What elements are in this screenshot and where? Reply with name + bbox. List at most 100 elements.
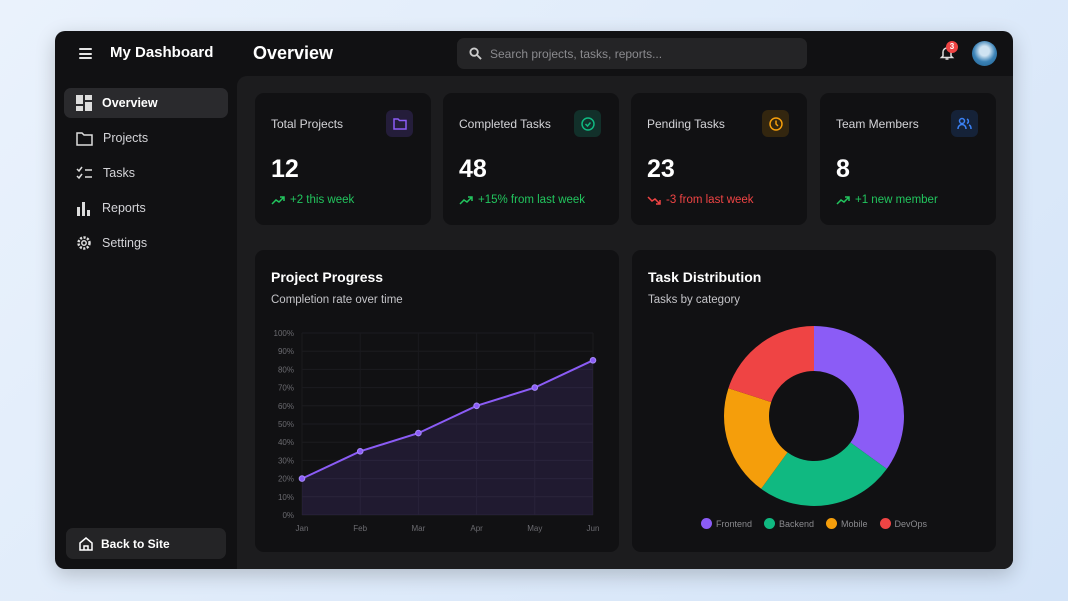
x-tick-label: Jan (296, 524, 309, 533)
stat-value: 8 (836, 155, 850, 183)
y-tick-label: 40% (278, 438, 294, 447)
task-distribution-card: Task Distribution Tasks by category Fron… (632, 250, 996, 552)
search-icon (469, 47, 482, 60)
bar-chart-icon (77, 201, 90, 216)
back-to-site-button[interactable]: Back to Site (66, 528, 226, 559)
x-tick-label: May (527, 524, 542, 533)
chart-title: Project Progress (271, 269, 384, 285)
x-tick-label: Feb (353, 524, 367, 533)
data-point (415, 429, 422, 437)
avatar[interactable] (972, 41, 997, 66)
trend-down-icon (647, 195, 661, 205)
legend-swatch (763, 518, 775, 529)
folder-icon (386, 110, 413, 137)
y-tick-label: 0% (282, 511, 294, 520)
main-content: Total Projects 12 +2 this week Completed… (237, 76, 1013, 569)
x-tick-label: Jun (587, 524, 600, 533)
brand-title: My Dashboard (110, 44, 214, 61)
sidebar-item-settings[interactable]: Settings (64, 228, 228, 258)
stat-change: +15% from last week (459, 194, 585, 206)
data-point (356, 448, 364, 455)
y-tick-label: 10% (278, 493, 294, 502)
sidebar-item-reports[interactable]: Reports (64, 193, 228, 223)
stat-card-team-members: Team Members 8 +1 new member (820, 93, 996, 225)
stat-change: +1 new member (836, 194, 938, 206)
y-tick-label: 50% (278, 420, 294, 429)
sidebar-item-tasks[interactable]: Tasks (64, 158, 228, 188)
y-tick-label: 70% (278, 384, 294, 393)
line-chart: 0% 10% 20% 30% 40% 50% 60% 70% 80% 90% 100% Jan Feb M… (274, 329, 600, 533)
donut-slice-frontend (814, 326, 904, 469)
search-input[interactable] (490, 46, 790, 61)
legend-item[interactable]: Frontend (700, 518, 752, 529)
legend-swatch (826, 518, 838, 529)
back-label: Back to Site (101, 536, 170, 551)
sidebar-item-projects[interactable]: Projects (64, 123, 228, 153)
stat-label: Total Projects (271, 117, 344, 131)
page-title: Overview (253, 43, 334, 63)
sidebar-item-label: Reports (102, 201, 146, 215)
sidebar-item-overview[interactable]: Overview (64, 88, 228, 118)
area-fill (302, 360, 593, 515)
y-tick-label: 100% (274, 329, 294, 338)
stat-label: Pending Tasks (647, 117, 725, 131)
folder-icon (76, 131, 93, 146)
y-tick-label: 60% (278, 402, 294, 411)
data-point (589, 357, 597, 364)
stat-card-total-projects: Total Projects 12 +2 this week (255, 93, 431, 225)
stat-change-text: +1 new member (855, 194, 938, 206)
y-tick-label: 20% (278, 475, 294, 484)
chart-legend: Frontend Backend Mobile DevOps (632, 518, 996, 529)
sidebar-item-label: Tasks (103, 166, 135, 180)
legend-swatch (700, 518, 712, 529)
donut-slice-devops (728, 326, 814, 403)
legend-item[interactable]: Mobile (826, 518, 868, 529)
hamburger-menu-icon[interactable] (79, 48, 92, 59)
series-line (301, 359, 594, 480)
y-tick-label: 80% (278, 365, 294, 374)
stat-change-text: -3 from last week (666, 194, 754, 206)
donut-chart (724, 326, 904, 506)
data-point (531, 384, 539, 391)
legend-item[interactable]: DevOps (879, 518, 928, 529)
stat-change: +2 this week (271, 194, 354, 206)
y-tick-label: 90% (278, 347, 294, 356)
trend-up-icon (271, 195, 285, 205)
stat-change-text: +15% from last week (478, 194, 586, 206)
sidebar-item-label: Projects (103, 131, 149, 145)
dashboard-icon (76, 95, 92, 111)
y-tick-label: 30% (278, 456, 294, 465)
users-icon (951, 110, 978, 137)
legend-label: Frontend (715, 518, 752, 529)
stat-change: -3 from last week (647, 194, 754, 206)
donut-slice-mobile (724, 388, 788, 489)
stat-label: Team Members (836, 117, 919, 131)
chart-title: Task Distribution (648, 269, 762, 285)
stat-label: Completed Tasks (459, 117, 551, 131)
checklist-icon (76, 166, 92, 180)
stat-change-text: +2 this week (290, 194, 355, 206)
donut-slice-backend (761, 442, 887, 506)
legend-label: Backend (778, 518, 815, 529)
sidebar-item-label: Settings (102, 236, 148, 250)
legend-swatch (879, 518, 891, 529)
chart-subtitle: Tasks by category (648, 294, 741, 306)
x-tick-label: Mar (412, 524, 426, 533)
search-bar[interactable] (457, 38, 807, 69)
legend-item[interactable]: Backend (763, 518, 815, 529)
stat-value: 23 (647, 155, 675, 183)
stat-card-completed-tasks: Completed Tasks 48 +15% from last week (443, 93, 619, 225)
data-point (473, 402, 480, 410)
gear-icon (77, 236, 91, 250)
clock-icon (762, 110, 789, 137)
dashboard-window: My Dashboard Overview 3 Overview Project… (55, 31, 1013, 569)
trend-up-icon (836, 195, 850, 205)
chart-subtitle: Completion rate over time (271, 294, 403, 306)
trend-up-icon (459, 195, 473, 205)
project-progress-card: Project Progress Completion rate over ti… (255, 250, 619, 552)
legend-label: Mobile (841, 518, 868, 529)
notification-badge: 3 (946, 41, 958, 53)
stat-value: 12 (271, 155, 299, 183)
legend-label: DevOps (894, 518, 928, 529)
data-point (298, 475, 306, 482)
